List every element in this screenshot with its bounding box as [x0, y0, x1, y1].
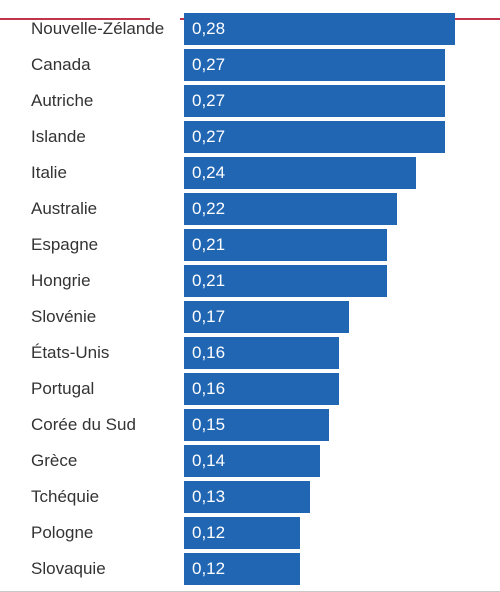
bar	[184, 481, 310, 513]
value-label: 0,17	[192, 307, 226, 326]
bar	[184, 409, 329, 441]
bar	[184, 373, 339, 405]
value-label: 0,28	[192, 19, 226, 38]
category-label: Pologne	[31, 523, 94, 542]
bar	[184, 193, 397, 225]
bar	[184, 553, 300, 585]
bar	[184, 13, 455, 45]
category-label: Italie	[31, 163, 67, 182]
category-label: Espagne	[31, 235, 99, 254]
category-label: Corée du Sud	[31, 415, 136, 434]
bar	[184, 445, 320, 477]
category-label: Tchéquie	[31, 487, 100, 506]
bar	[184, 337, 339, 369]
value-label: 0,14	[192, 451, 226, 470]
bar	[184, 121, 445, 153]
value-label: 0,24	[192, 163, 226, 182]
category-label: Islande	[31, 127, 86, 146]
category-label: Hongrie	[31, 271, 91, 290]
value-label: 0,12	[192, 523, 226, 542]
value-label: 0,12	[192, 559, 226, 578]
value-label: 0,27	[192, 91, 226, 110]
value-label: 0,22	[192, 199, 226, 218]
category-label: Portugal	[31, 379, 95, 398]
category-label: Slovaquie	[31, 559, 106, 578]
bar	[184, 265, 387, 297]
value-label: 0,27	[192, 55, 226, 74]
value-label: 0,21	[192, 235, 226, 254]
bar	[184, 49, 445, 81]
value-label: 0,16	[192, 343, 226, 362]
bar	[184, 229, 387, 261]
category-label: Grèce	[31, 451, 78, 470]
bar	[184, 157, 416, 189]
bar	[184, 517, 300, 549]
value-label: 0,15	[192, 415, 226, 434]
category-label: États-Unis	[31, 343, 110, 362]
bar	[184, 85, 445, 117]
value-label: 0,27	[192, 127, 226, 146]
value-label: 0,13	[192, 487, 226, 506]
category-label: Slovénie	[31, 307, 97, 326]
value-label: 0,16	[192, 379, 226, 398]
bar	[184, 301, 349, 333]
category-label: Autriche	[31, 91, 94, 110]
category-label: Nouvelle-Zélande	[31, 19, 165, 38]
accent-line-left	[0, 18, 150, 20]
category-label: Australie	[31, 199, 98, 218]
value-label: 0,21	[192, 271, 226, 290]
category-label: Canada	[31, 55, 91, 74]
